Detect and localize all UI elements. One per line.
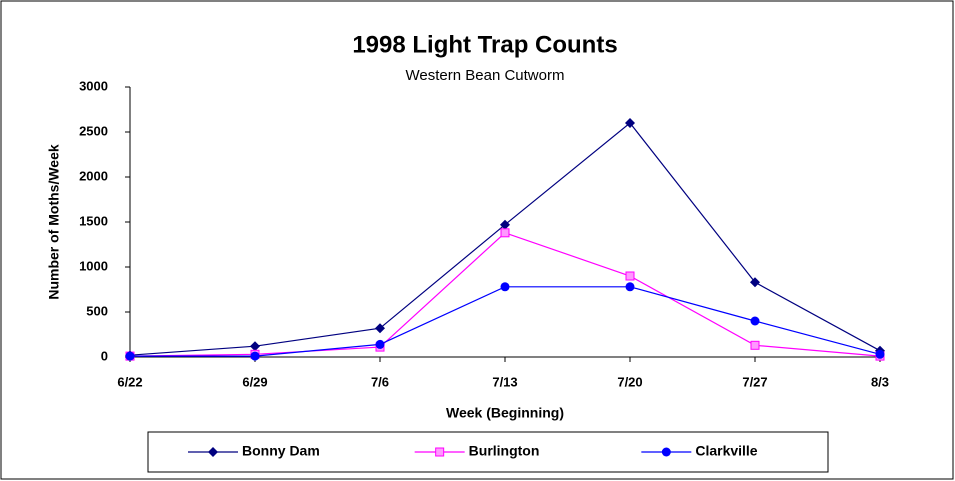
x-tick-label: 7/20 — [617, 374, 642, 389]
x-tick-label: 7/27 — [742, 374, 767, 389]
data-point — [750, 340, 760, 350]
y-tick-label: 500 — [86, 303, 108, 318]
x-axis-label: Week (Beginning) — [446, 405, 564, 421]
x-tick-label: 8/3 — [871, 374, 889, 389]
data-point — [125, 351, 135, 361]
chart-subtitle: Western Bean Cutworm — [406, 67, 565, 84]
data-point — [875, 349, 885, 359]
legend-box — [147, 431, 829, 473]
y-tick-label: 1000 — [79, 258, 108, 273]
y-tick-label: 1500 — [79, 213, 108, 228]
data-point — [500, 219, 510, 230]
x-tick-label: 7/6 — [371, 374, 389, 389]
legend-marker — [435, 447, 445, 457]
data-point — [375, 339, 385, 349]
data-point — [750, 277, 760, 288]
legend-label: Clarkville — [695, 443, 757, 459]
chart-title: 1998 Light Trap Counts — [352, 31, 617, 58]
x-tick-label: 7/13 — [492, 374, 517, 389]
y-axis-label: Number of Moths/Week — [46, 144, 62, 300]
data-point — [250, 341, 260, 352]
data-point — [750, 316, 760, 326]
legend-marker — [661, 447, 671, 457]
data-point — [500, 228, 510, 238]
x-tick-label: 6/29 — [242, 374, 267, 389]
data-point — [625, 118, 635, 128]
data-point — [625, 271, 635, 281]
data-point — [625, 282, 635, 292]
data-point — [500, 282, 510, 292]
legend-label: Bonny Dam — [242, 443, 320, 459]
y-tick-label: 2500 — [79, 123, 108, 138]
legend-marker — [208, 447, 218, 457]
legend-label: Burlington — [469, 443, 540, 459]
y-tick-label: 2000 — [79, 168, 108, 183]
y-tick-label: 3000 — [79, 78, 108, 93]
x-tick-label: 6/22 — [117, 374, 142, 389]
data-point — [250, 351, 260, 361]
y-tick-label: 0 — [101, 348, 108, 363]
data-point — [375, 323, 385, 334]
